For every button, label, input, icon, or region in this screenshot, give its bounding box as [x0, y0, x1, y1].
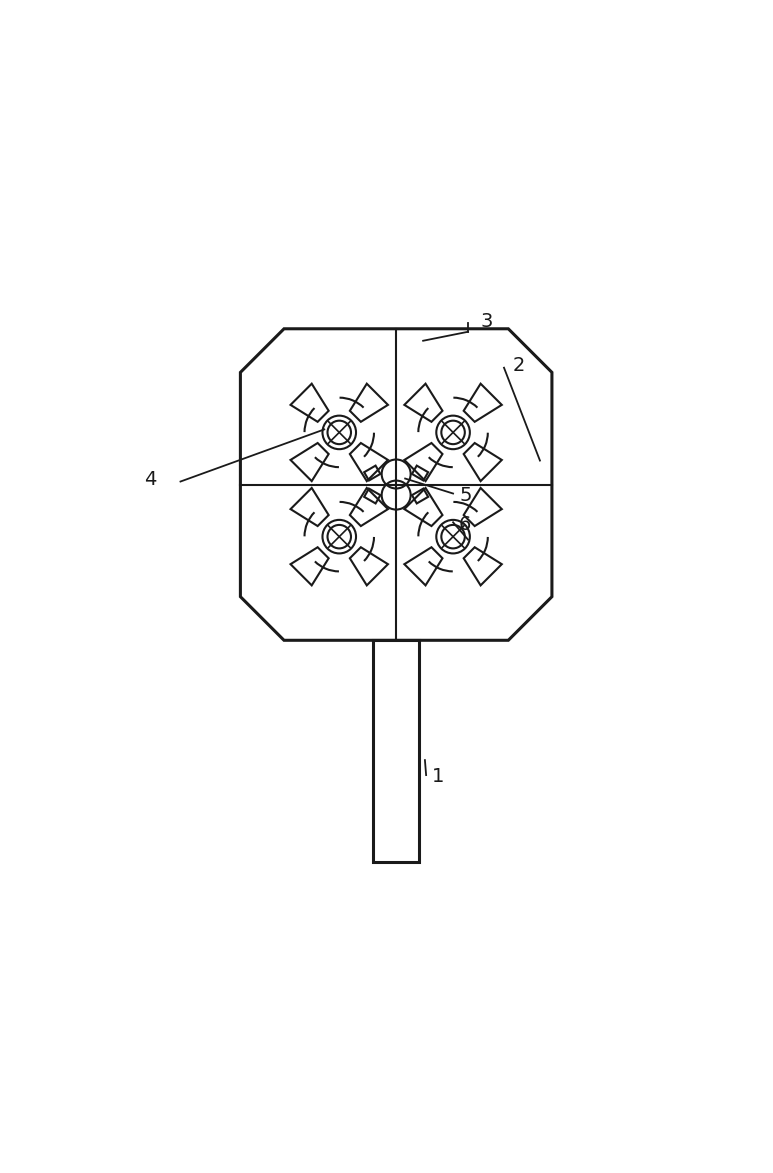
Text: 4: 4 [145, 470, 157, 489]
Text: 6: 6 [459, 515, 472, 534]
Text: 3: 3 [480, 312, 492, 331]
Text: 1: 1 [432, 767, 444, 786]
Text: 2: 2 [513, 357, 526, 375]
Text: 5: 5 [459, 486, 472, 504]
